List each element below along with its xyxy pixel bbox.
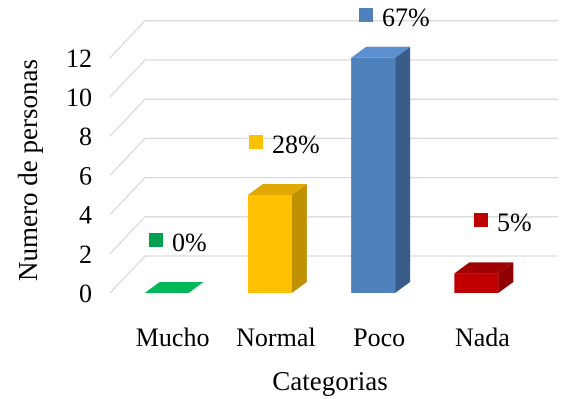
data-label-key	[474, 213, 488, 227]
bar-front	[454, 273, 499, 293]
bar-nada	[454, 262, 514, 293]
y-axis-title: Numero de personas	[13, 59, 43, 281]
x-tick-label: Mucho	[136, 323, 210, 352]
data-label-key	[359, 8, 373, 22]
gridline	[109, 216, 558, 255]
data-label-key	[249, 135, 263, 149]
x-axis-title: Categorias	[272, 366, 387, 396]
y-tick-label: 8	[79, 122, 92, 151]
data-label: 28%	[272, 130, 320, 159]
bar-front	[247, 195, 292, 293]
bars	[144, 46, 514, 293]
gridlines	[109, 20, 558, 294]
data-label: 5%	[497, 208, 532, 237]
x-tick-label: Poco	[353, 323, 405, 352]
bar-side	[498, 262, 514, 293]
y-tick-label: 4	[79, 201, 92, 230]
data-label-normal: 28%	[249, 130, 320, 159]
x-tick-label: Normal	[236, 323, 315, 352]
gridline	[109, 98, 558, 137]
y-tick-label: 0	[79, 279, 92, 308]
data-label-nada: 5%	[474, 208, 532, 237]
y-tick-labels: 0 2 4 6 8 10 12	[66, 44, 92, 308]
data-labels: 0% 28% 67% 5%	[149, 3, 532, 257]
y-tick-label: 2	[79, 240, 92, 269]
x-tick-labels: Mucho Normal Poco Nada	[136, 323, 510, 352]
bar-front	[351, 57, 396, 293]
bar-poco	[351, 46, 411, 293]
gridline	[109, 176, 558, 216]
bar-mucho	[144, 282, 204, 293]
bar-side	[291, 184, 307, 293]
gridline	[109, 137, 558, 176]
bar-top	[351, 46, 411, 58]
bar-normal	[247, 184, 307, 293]
y-tick-label: 12	[66, 44, 92, 73]
gridline	[109, 20, 558, 59]
bar-side	[395, 46, 411, 293]
bar-top	[454, 262, 514, 274]
data-label-key	[149, 233, 163, 247]
bar-top	[247, 184, 307, 195]
y-tick-label: 6	[79, 161, 92, 190]
gridline	[109, 255, 558, 294]
bar-top	[144, 282, 204, 293]
data-label: 0%	[172, 228, 207, 257]
gridline	[109, 59, 558, 98]
y-tick-label: 10	[66, 83, 92, 112]
x-tick-label: Nada	[455, 323, 510, 352]
data-label-poco: 67%	[359, 3, 430, 32]
data-label-mucho: 0%	[149, 228, 207, 257]
data-label: 67%	[382, 3, 430, 32]
